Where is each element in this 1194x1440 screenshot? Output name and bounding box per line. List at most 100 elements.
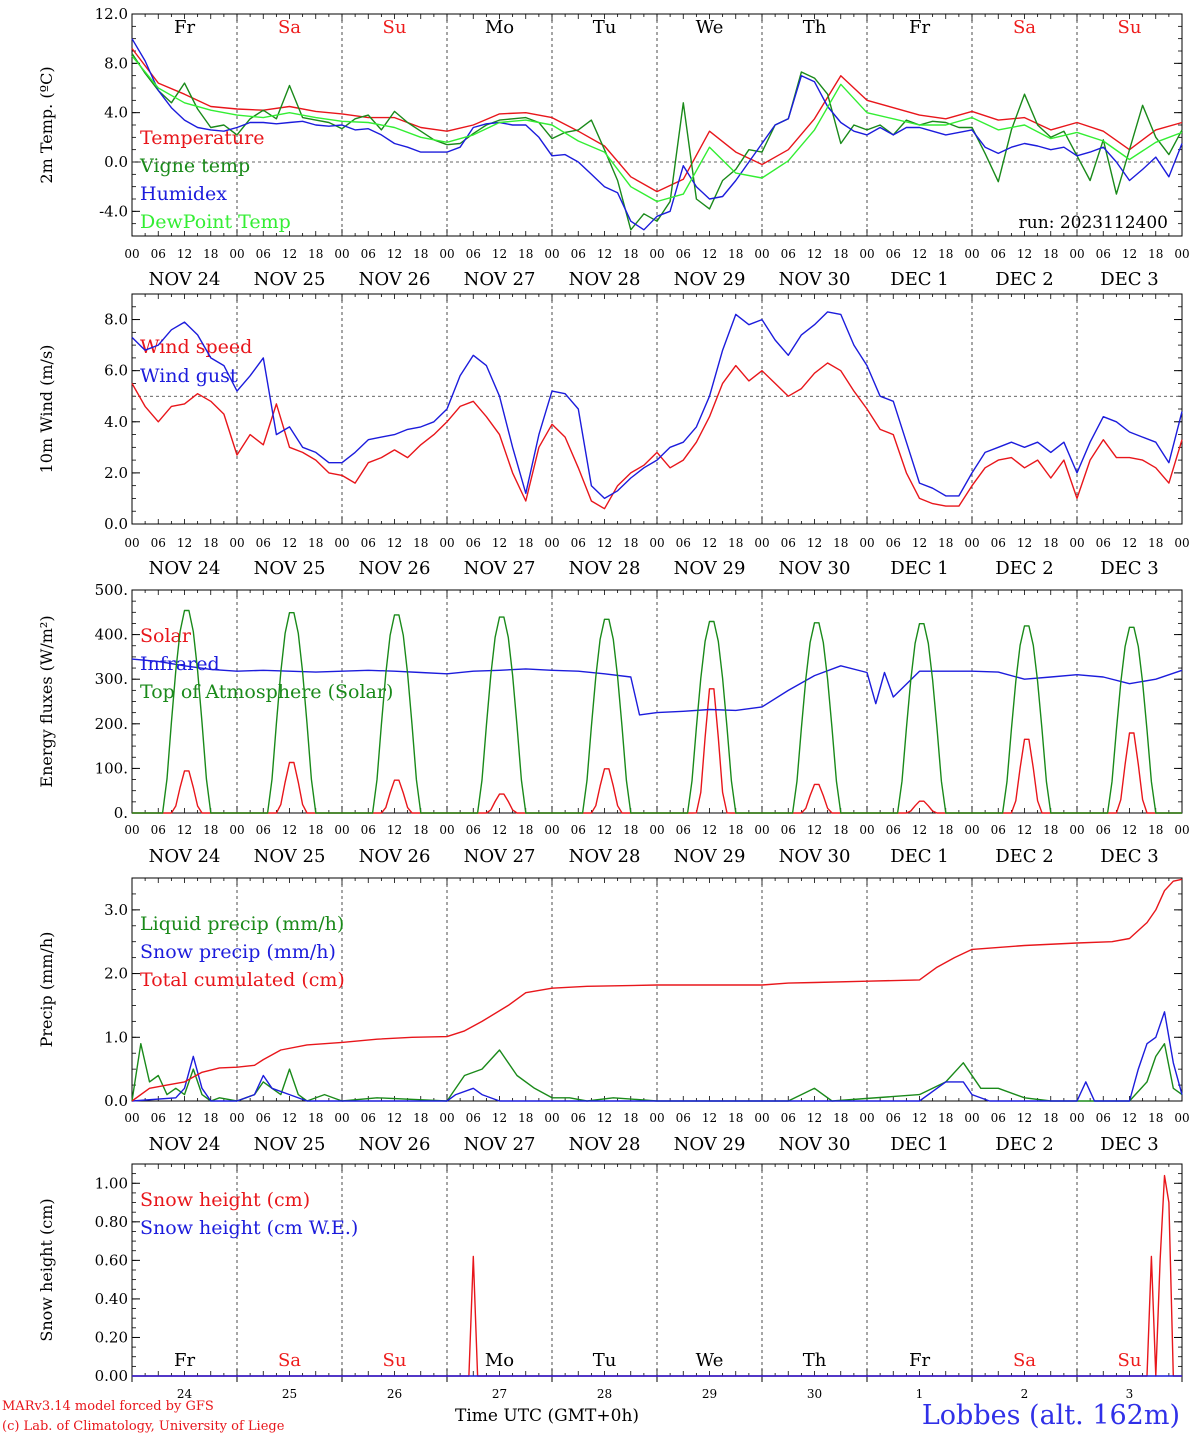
hour-label: 18 <box>1148 1111 1163 1125</box>
hour-label: 06 <box>151 1111 166 1125</box>
hour-label: 06 <box>1096 247 1111 261</box>
weekday-label: Th <box>803 1350 827 1371</box>
legend-label: Wind speed <box>140 336 252 358</box>
hour-label: 00 <box>754 1111 769 1125</box>
date-label: NOV 29 <box>674 269 746 290</box>
date-label: NOV 26 <box>359 269 431 290</box>
y-tick-label: 3.0 <box>104 901 128 919</box>
y-tick-label: 400. <box>95 626 128 644</box>
y-axis-label: 10m Wind (m/s) <box>37 345 56 474</box>
date-label: NOV 24 <box>149 846 221 867</box>
hour-label: 00 <box>964 247 979 261</box>
hour-label: 18 <box>203 1111 218 1125</box>
weekday-label: Sa <box>1013 1350 1036 1371</box>
day-number-label: 1 <box>916 1387 924 1401</box>
hour-label: 06 <box>361 1111 376 1125</box>
y-tick-label: 4.0 <box>104 413 128 431</box>
date-label: NOV 25 <box>254 269 326 290</box>
date-label: DEC 2 <box>995 269 1054 290</box>
hour-label: 06 <box>1096 823 1111 837</box>
hour-label: 12 <box>807 247 822 261</box>
hour-label: 00 <box>964 823 979 837</box>
weekday-label: Sa <box>278 17 301 38</box>
hour-label: 12 <box>492 823 507 837</box>
weekday-label: Th <box>803 17 827 38</box>
day-number-label: 27 <box>492 1387 507 1401</box>
hour-label: 00 <box>439 1111 454 1125</box>
day-number-label: 25 <box>282 1387 297 1401</box>
y-tick-label: 200. <box>95 715 128 733</box>
y-tick-label: 4.0 <box>104 104 128 122</box>
series-temperature <box>131 48 1183 193</box>
legend-label: Humidex <box>140 183 227 205</box>
hour-label: 12 <box>1122 823 1137 837</box>
hour-label: 06 <box>151 823 166 837</box>
hour-label: 06 <box>781 823 796 837</box>
y-tick-label: 0.00 <box>95 1367 128 1385</box>
hour-label: 00 <box>229 1111 244 1125</box>
weekday-label: Mo <box>485 17 514 38</box>
series-total-cumulated-cm <box>131 878 1183 1102</box>
day-number-label: 26 <box>387 1387 402 1401</box>
hour-label: 06 <box>991 1111 1006 1125</box>
station-name: Lobbes (alt. 162m) <box>921 1400 1180 1431</box>
hour-label: 06 <box>781 1111 796 1125</box>
panel-precip: 0.0 1.0 2.0 3.0 Precip (mm/h) 00 06 12 18 00 06 12 1… <box>37 877 1190 1155</box>
y-tick-label: 8.0 <box>104 311 128 329</box>
hour-label: 12 <box>1017 247 1032 261</box>
hour-label: 18 <box>938 247 953 261</box>
hour-label: 18 <box>203 247 218 261</box>
hour-label: 06 <box>256 1111 271 1125</box>
hour-label: 06 <box>1096 536 1111 550</box>
hour-label: 06 <box>361 823 376 837</box>
hour-label: 12 <box>177 536 192 550</box>
y-tick-label: -4.0 <box>99 202 128 220</box>
hour-label: 00 <box>544 823 559 837</box>
date-label: NOV 24 <box>149 269 221 290</box>
legend-label: Snow precip (mm/h) <box>140 941 336 963</box>
hour-label: 12 <box>177 1111 192 1125</box>
hour-label: 00 <box>649 247 664 261</box>
hour-label: 12 <box>282 536 297 550</box>
hour-label: 06 <box>676 823 691 837</box>
date-label: NOV 24 <box>149 1134 221 1155</box>
hour-label: 18 <box>308 536 323 550</box>
legend-label: Infrared <box>140 653 220 675</box>
date-label: NOV 27 <box>464 558 536 579</box>
y-tick-label: 0.40 <box>95 1290 128 1308</box>
hour-label: 18 <box>728 247 743 261</box>
weekday-label: Su <box>1118 17 1142 38</box>
hour-label: 06 <box>991 536 1006 550</box>
date-label: NOV 30 <box>779 269 851 290</box>
hour-label: 00 <box>229 823 244 837</box>
hour-label: 00 <box>229 536 244 550</box>
hour-label: 12 <box>912 823 927 837</box>
hour-label: 12 <box>597 823 612 837</box>
legend-label: Wind gust <box>140 365 238 387</box>
legend-label: DewPoint Temp <box>140 211 291 233</box>
hour-label: 12 <box>1017 536 1032 550</box>
legend-label: Top of Atmosphere (Solar) <box>140 681 393 703</box>
series-wind-gust <box>131 311 1183 500</box>
series-vigne-temp <box>131 53 1183 231</box>
hour-label: 06 <box>676 247 691 261</box>
hour-label: 06 <box>676 536 691 550</box>
hour-label: 18 <box>413 536 428 550</box>
hour-label: 00 <box>544 536 559 550</box>
y-tick-label: 1.00 <box>95 1174 128 1192</box>
hour-label: 00 <box>1069 1111 1084 1125</box>
hour-label: 00 <box>439 823 454 837</box>
y-tick-label: 0.80 <box>95 1213 128 1231</box>
hour-label: 00 <box>439 536 454 550</box>
hour-label: 12 <box>387 247 402 261</box>
date-label: DEC 1 <box>890 558 949 579</box>
weekday-label: We <box>696 17 724 38</box>
day-number-label: 28 <box>597 1387 612 1401</box>
date-label: NOV 28 <box>569 1134 641 1155</box>
hour-label: 18 <box>833 1111 848 1125</box>
date-label: NOV 26 <box>359 558 431 579</box>
hour-label: 18 <box>1043 823 1058 837</box>
hour-label: 00 <box>859 1111 874 1125</box>
legend-label: Snow height (cm W.E.) <box>140 1217 358 1239</box>
hour-label: 00 <box>334 1111 349 1125</box>
